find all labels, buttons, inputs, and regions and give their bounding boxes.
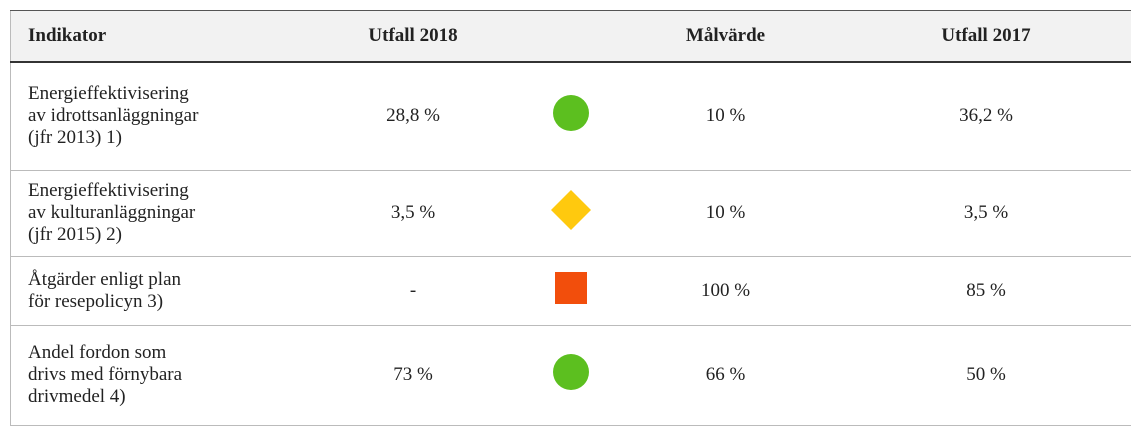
target-cell: 66 % xyxy=(611,325,841,425)
indicator-line: (jfr 2013) 1) xyxy=(28,127,296,149)
indicator-line: Åtgärder enligt plan xyxy=(28,269,296,291)
status-icon xyxy=(551,352,591,392)
indicator-line: Energieffektivisering xyxy=(28,180,296,202)
target-cell: 10 % xyxy=(611,62,841,170)
indicator-line: drivmedel 4) xyxy=(28,386,296,408)
target-cell: 100 % xyxy=(611,256,841,325)
indicator-line: för resepolicyn 3) xyxy=(28,291,296,313)
outcome-2017-cell: 85 % xyxy=(841,256,1131,325)
status-icon xyxy=(549,188,593,232)
header-row: Indikator Utfall 2018 Målvärde Utfall 20… xyxy=(11,11,1131,63)
header-cell: Utfall 2017 xyxy=(841,11,1131,63)
indicator-line: drivs med förnybara xyxy=(28,364,296,386)
header-cell xyxy=(531,11,611,63)
indicator-line: av idrottsanläggningar xyxy=(28,105,296,127)
status-cell xyxy=(531,325,611,425)
indicator-line: (jfr 2015) 2) xyxy=(28,224,296,246)
indicator-line: av kulturanläggningar xyxy=(28,202,296,224)
status-icon xyxy=(554,271,588,305)
target-cell: 10 % xyxy=(611,170,841,256)
outcome-2018-cell: 28,8 % xyxy=(296,62,531,170)
header-cell: Målvärde xyxy=(611,11,841,63)
status-cell xyxy=(531,62,611,170)
status-icon xyxy=(551,93,591,133)
indicator-line: Andel fordon som xyxy=(28,342,296,364)
header-cell: Utfall 2018 xyxy=(296,11,531,63)
outcome-2018-cell: 73 % xyxy=(296,325,531,425)
status-cell xyxy=(531,170,611,256)
indicator-table: Indikator Utfall 2018 Målvärde Utfall 20… xyxy=(10,10,1131,426)
outcome-2018-cell: - xyxy=(296,256,531,325)
outcome-2017-cell: 50 % xyxy=(841,325,1131,425)
header-cell: Indikator xyxy=(11,11,296,63)
outcome-2018-cell: 3,5 % xyxy=(296,170,531,256)
outcome-2017-cell: 3,5 % xyxy=(841,170,1131,256)
status-cell xyxy=(531,256,611,325)
outcome-2017-cell: 36,2 % xyxy=(841,62,1131,170)
indicator-line: Energieffektivisering xyxy=(28,83,296,105)
